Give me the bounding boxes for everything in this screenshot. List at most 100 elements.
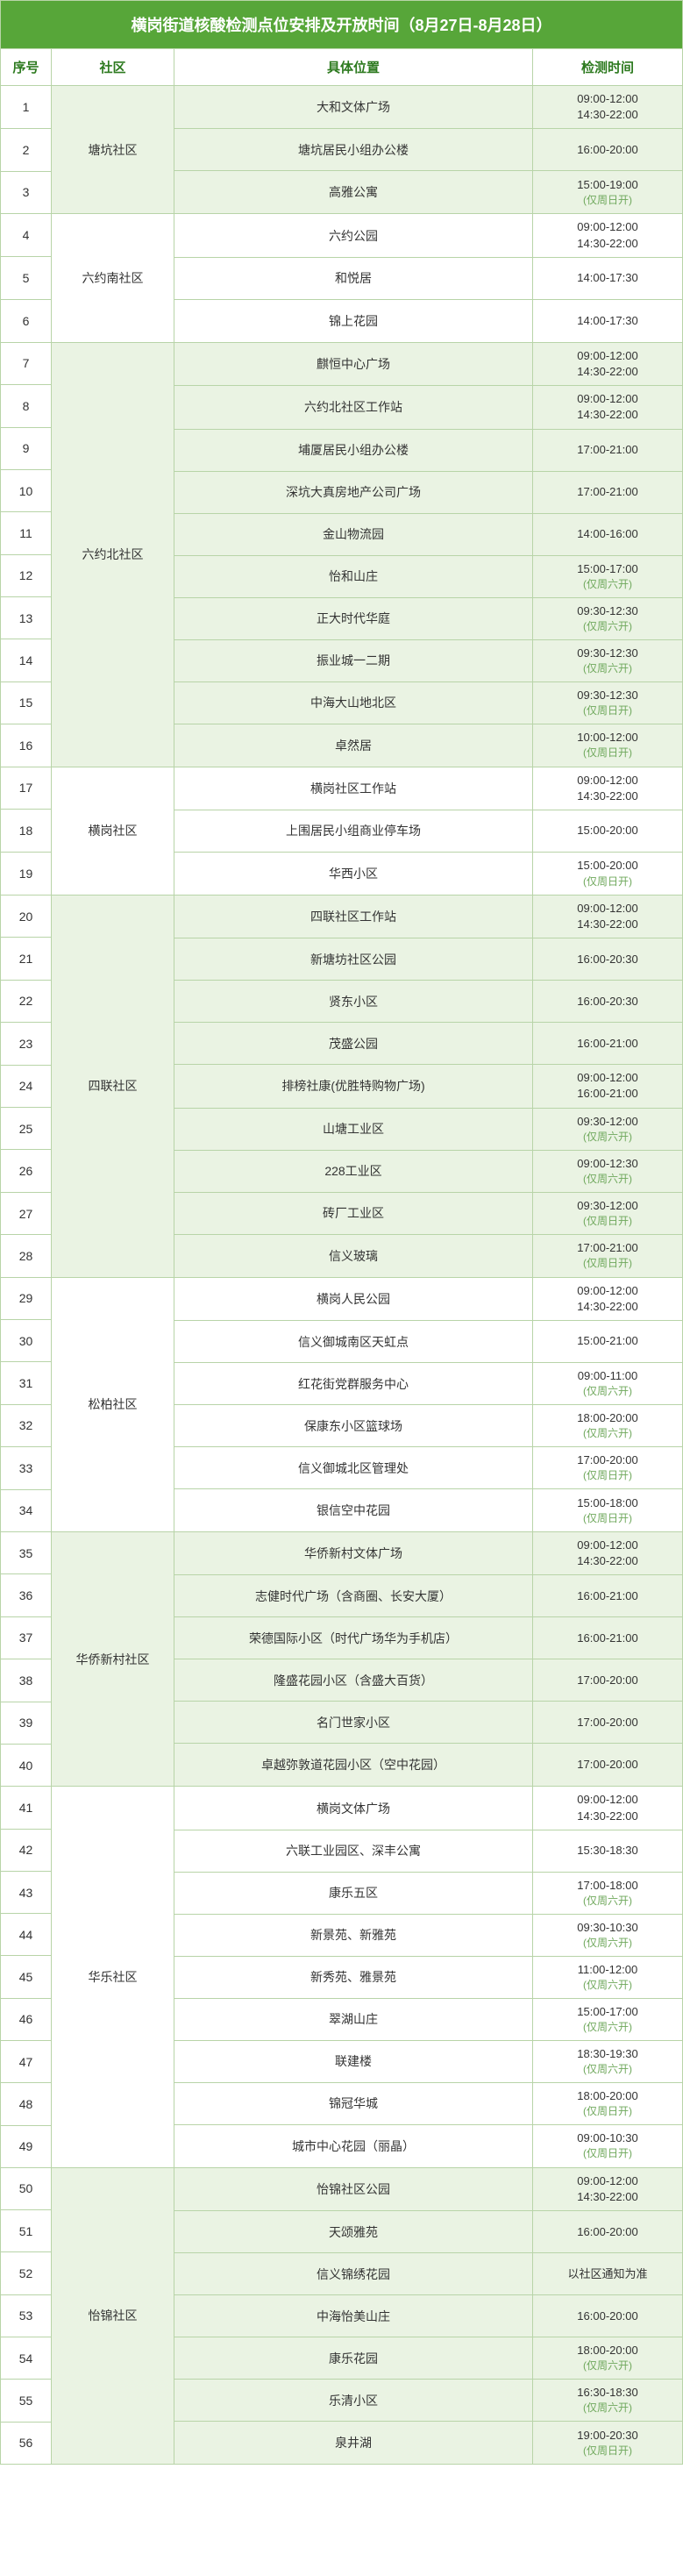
location-cell: 新塘坊社区公园 bbox=[174, 938, 533, 980]
table-body: 123塘坑社区大和文体广场09:00-12:0014:30-22:00塘坑居民小… bbox=[1, 86, 682, 2464]
time-cell: 以社区通知为准 bbox=[533, 2253, 682, 2294]
time-cell: 14:00-16:00 bbox=[533, 514, 682, 555]
seq-cell: 19 bbox=[1, 853, 51, 895]
table-row: 康乐五区17:00-18:00(仅周六开) bbox=[174, 1873, 682, 1915]
time-cell: 09:00-12:0014:30-22:00 bbox=[533, 1278, 682, 1320]
time-cell: 16:30-18:30(仅周六开) bbox=[533, 2380, 682, 2421]
location-cell: 信义锦绣花园 bbox=[174, 2253, 533, 2294]
table-row: 银信空中花园15:00-18:00(仅周日开) bbox=[174, 1489, 682, 1531]
table-row: 大和文体广场09:00-12:0014:30-22:00 bbox=[174, 86, 682, 129]
time-value: 16:00-21:00 bbox=[577, 1631, 637, 1646]
time-value: 18:30-19:30 bbox=[577, 2046, 637, 2062]
time-value: 09:00-12:00 bbox=[577, 2173, 637, 2189]
table-row: 和悦居14:00-17:30 bbox=[174, 258, 682, 300]
community-group: 353637383940华侨新村社区华侨新村文体广场09:00-12:0014:… bbox=[1, 1532, 682, 1787]
time-value: 09:00-10:30 bbox=[577, 2130, 637, 2146]
time-note: (仅周六开) bbox=[583, 1978, 632, 1993]
location-cell: 康乐花园 bbox=[174, 2337, 533, 2379]
time-value: 14:30-22:00 bbox=[577, 788, 637, 804]
seq-cell: 52 bbox=[1, 2252, 51, 2294]
time-cell: 18:00-20:00(仅周日开) bbox=[533, 2083, 682, 2124]
time-note: (仅周日开) bbox=[583, 1256, 632, 1271]
seq-column: 456 bbox=[1, 214, 52, 341]
time-value: 15:00-19:00 bbox=[577, 177, 637, 193]
seq-cell: 56 bbox=[1, 2423, 51, 2464]
table-row: 华侨新村文体广场09:00-12:0014:30-22:00 bbox=[174, 1532, 682, 1575]
time-value: 16:00-21:00 bbox=[577, 1086, 637, 1102]
time-cell: 18:00-20:00(仅周六开) bbox=[533, 2337, 682, 2379]
seq-cell: 5 bbox=[1, 257, 51, 300]
seq-cell: 43 bbox=[1, 1872, 51, 1914]
table-row: 新塘坊社区公园16:00-20:30 bbox=[174, 938, 682, 981]
location-cell: 大和文体广场 bbox=[174, 86, 533, 128]
time-cell: 17:00-21:00 bbox=[533, 430, 682, 471]
table-row: 228工业区09:00-12:30(仅周六开) bbox=[174, 1151, 682, 1193]
time-cell: 09:00-12:0014:30-22:00 bbox=[533, 1532, 682, 1574]
time-value: 17:00-18:00 bbox=[577, 1878, 637, 1894]
time-value: 09:00-12:00 bbox=[577, 773, 637, 788]
seq-column: 353637383940 bbox=[1, 1532, 52, 1786]
time-value: 15:00-20:00 bbox=[577, 858, 637, 874]
seq-cell: 51 bbox=[1, 2210, 51, 2252]
time-value: 16:00-20:00 bbox=[577, 2308, 637, 2324]
time-note: (仅周六开) bbox=[583, 1426, 632, 1441]
time-cell: 15:00-20:00(仅周日开) bbox=[533, 853, 682, 895]
time-value: 16:00-20:30 bbox=[577, 994, 637, 1010]
seq-column: 293031323334 bbox=[1, 1278, 52, 1531]
community-cell: 横岗社区 bbox=[52, 767, 174, 895]
location-cell: 隆盛花园小区（含盛大百货） bbox=[174, 1659, 533, 1701]
time-value: 17:00-20:00 bbox=[577, 1452, 637, 1468]
time-value: 14:00-17:30 bbox=[577, 270, 637, 286]
time-cell: 09:30-12:30(仅周日开) bbox=[533, 682, 682, 724]
seq-column: 78910111213141516 bbox=[1, 343, 52, 767]
time-cell: 16:00-21:00 bbox=[533, 1617, 682, 1659]
table-row: 六联工业园区、深丰公寓15:30-18:30 bbox=[174, 1830, 682, 1873]
time-value: 09:30-12:00 bbox=[577, 1198, 637, 1214]
time-cell: 15:30-18:30 bbox=[533, 1830, 682, 1872]
location-cell: 信义玻璃 bbox=[174, 1235, 533, 1277]
community-cell: 华乐社区 bbox=[52, 1787, 174, 2166]
time-value: 以社区通知为准 bbox=[567, 2266, 647, 2282]
community-group: 50515253545556怡锦社区怡锦社区公园09:00-12:0014:30… bbox=[1, 2168, 682, 2464]
location-cell: 中海大山地北区 bbox=[174, 682, 533, 724]
rows-wrap: 大和文体广场09:00-12:0014:30-22:00塘坑居民小组办公楼16:… bbox=[174, 86, 682, 213]
community-cell: 松柏社区 bbox=[52, 1278, 174, 1531]
seq-column: 414243444546474849 bbox=[1, 1787, 52, 2166]
seq-cell: 12 bbox=[1, 555, 51, 597]
seq-cell: 30 bbox=[1, 1320, 51, 1362]
table-header-row: 序号 社区 具体位置 检测时间 bbox=[1, 49, 682, 86]
time-cell: 09:30-12:00(仅周日开) bbox=[533, 1193, 682, 1234]
time-value: 18:00-20:00 bbox=[577, 1410, 637, 1426]
seq-column: 171819 bbox=[1, 767, 52, 895]
time-cell: 16:00-20:00 bbox=[533, 2295, 682, 2337]
time-cell: 09:00-12:0014:30-22:00 bbox=[533, 386, 682, 428]
seq-cell: 11 bbox=[1, 512, 51, 554]
table-row: 信义御城南区天虹点15:00-21:00 bbox=[174, 1321, 682, 1363]
location-cell: 红花街党群服务中心 bbox=[174, 1363, 533, 1404]
table-row: 隆盛花园小区（含盛大百货）17:00-20:00 bbox=[174, 1659, 682, 1702]
time-cell: 09:00-12:0014:30-22:00 bbox=[533, 896, 682, 938]
seq-cell: 8 bbox=[1, 385, 51, 427]
community-group: 171819横岗社区横岗社区工作站09:00-12:0014:30-22:00上… bbox=[1, 767, 682, 896]
community-cell: 六约北社区 bbox=[52, 343, 174, 767]
rows-wrap: 横岗社区工作站09:00-12:0014:30-22:00上围居民小组商业停车场… bbox=[174, 767, 682, 895]
time-cell: 15:00-17:00(仅周六开) bbox=[533, 1999, 682, 2040]
seq-cell: 10 bbox=[1, 470, 51, 512]
time-value: 09:30-12:00 bbox=[577, 1114, 637, 1130]
seq-cell: 20 bbox=[1, 896, 51, 938]
table-row: 信义玻璃17:00-21:00(仅周日开) bbox=[174, 1235, 682, 1277]
location-cell: 埔厦居民小组办公楼 bbox=[174, 430, 533, 471]
seq-cell: 9 bbox=[1, 428, 51, 470]
time-value: 17:00-20:00 bbox=[577, 1757, 637, 1773]
time-note: (仅周六开) bbox=[583, 2020, 632, 2035]
location-cell: 正大时代华庭 bbox=[174, 598, 533, 639]
location-cell: 志健时代广场（含商圈、长安大厦） bbox=[174, 1575, 533, 1616]
seq-cell: 53 bbox=[1, 2295, 51, 2337]
location-cell: 卓然居 bbox=[174, 724, 533, 767]
time-cell: 15:00-18:00(仅周日开) bbox=[533, 1489, 682, 1531]
location-cell: 振业城一二期 bbox=[174, 640, 533, 681]
seq-cell: 23 bbox=[1, 1023, 51, 1065]
table-row: 中海怡美山庄16:00-20:00 bbox=[174, 2295, 682, 2337]
time-note: (仅周六开) bbox=[583, 577, 632, 592]
location-cell: 228工业区 bbox=[174, 1151, 533, 1192]
